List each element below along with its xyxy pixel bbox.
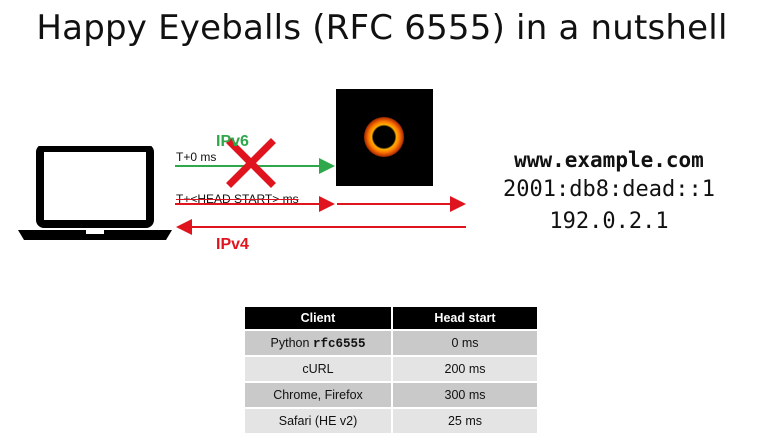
head-start-cell: 0 ms: [391, 329, 537, 356]
black-hole-image: [336, 89, 433, 186]
dns-records: www.example.com 2001:db8:dead::1 192.0.2…: [470, 146, 748, 238]
hostname: www.example.com: [514, 148, 704, 172]
head-start-table: Client Head start Python rfc6555 0 ms cU…: [245, 307, 537, 433]
ipv4-label: IPv4: [216, 236, 249, 253]
red-x-icon: [226, 138, 276, 188]
table-header-row: Client Head start: [245, 307, 537, 330]
client-cell: Python rfc6555: [245, 329, 392, 356]
client-name: Python: [270, 335, 313, 350]
table-row: Safari (HE v2) 25 ms: [245, 407, 537, 433]
head-start-label: T+<HEAD START> ms: [176, 192, 299, 206]
t0-label: T+0 ms: [176, 150, 217, 164]
client-cell: Chrome, Firefox: [245, 381, 392, 408]
column-header-head-start: Head start: [391, 307, 537, 330]
column-header-client: Client: [245, 307, 392, 330]
head-start-cell: 200 ms: [391, 355, 537, 382]
client-cell: Safari (HE v2): [245, 407, 392, 433]
head-start-cell: 25 ms: [391, 407, 537, 433]
table-row: Chrome, Firefox 300 ms: [245, 381, 537, 408]
ipv6-label: IPv6: [216, 133, 249, 150]
head-start-cell: 300 ms: [391, 381, 537, 408]
table-row: cURL 200 ms: [245, 355, 537, 382]
table-row: Python rfc6555 0 ms: [245, 329, 537, 356]
ipv4-address: 192.0.2.1: [549, 209, 669, 234]
client-cell: cURL: [245, 355, 392, 382]
ipv6-address: 2001:db8:dead::1: [503, 177, 715, 202]
slide-title: Happy Eyeballs (RFC 6555) in a nutshell: [36, 8, 728, 48]
laptop-icon: [18, 146, 172, 240]
client-code: rfc6555: [312, 336, 366, 351]
